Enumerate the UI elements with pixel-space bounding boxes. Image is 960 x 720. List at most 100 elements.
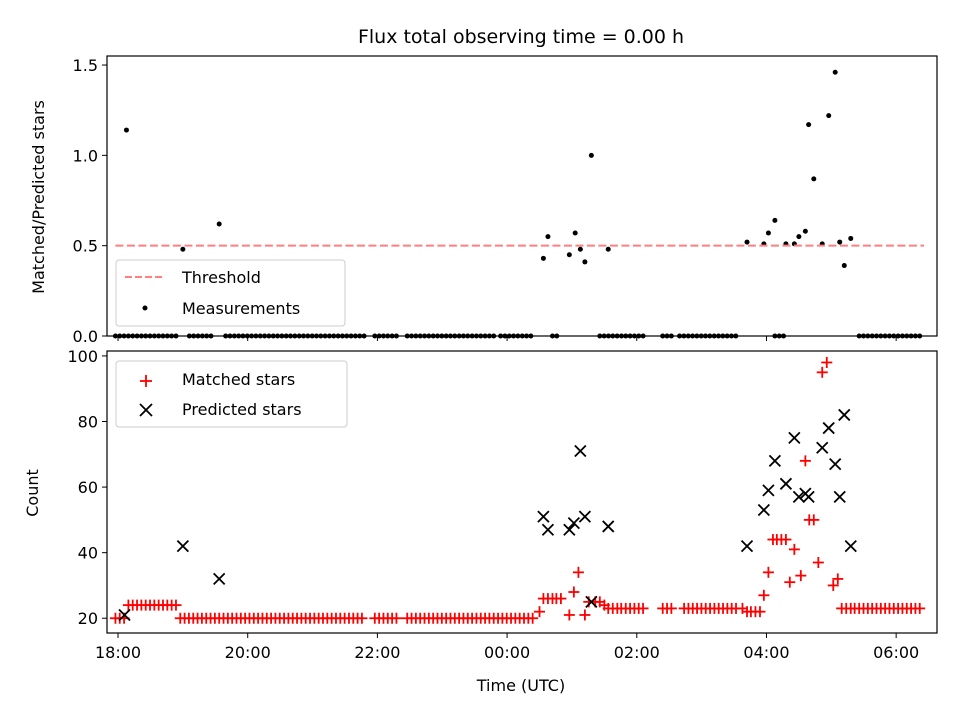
measurement-point bbox=[473, 333, 479, 339]
measurement-point bbox=[147, 333, 153, 339]
measurement-point bbox=[305, 333, 311, 339]
measurement-point bbox=[631, 333, 637, 339]
measurement-point bbox=[413, 333, 419, 339]
x-tick-label: 02:00 bbox=[614, 643, 660, 662]
measurement-point bbox=[430, 333, 436, 339]
measurement-point bbox=[491, 333, 497, 339]
predicted-star-point bbox=[567, 517, 581, 530]
predicted-star-point bbox=[838, 408, 851, 422]
x-tick-label: 00:00 bbox=[484, 643, 530, 662]
measurement-point bbox=[227, 333, 233, 339]
measurement-point bbox=[506, 333, 512, 339]
predicted-star-point bbox=[541, 523, 555, 536]
measurement-point bbox=[582, 259, 588, 265]
measurement-point bbox=[873, 333, 879, 339]
measurement-point bbox=[856, 333, 862, 339]
measurement-point bbox=[524, 333, 530, 339]
measurement-point bbox=[566, 252, 572, 258]
measurement-point bbox=[335, 333, 341, 339]
measurement-point bbox=[660, 333, 666, 339]
measurement-point bbox=[486, 333, 492, 339]
legend-threshold-label: Threshold bbox=[181, 268, 261, 287]
matched-star-point bbox=[527, 612, 539, 624]
matched-star-point bbox=[665, 602, 677, 614]
bottom-axes-frame bbox=[106, 350, 938, 634]
measurement-point bbox=[385, 333, 391, 339]
top-measurement-points bbox=[112, 69, 923, 339]
measurement-point bbox=[781, 333, 787, 339]
measurement-point bbox=[772, 217, 778, 223]
measurement-point bbox=[841, 263, 847, 269]
measurement-point bbox=[707, 333, 713, 339]
matched-star-point bbox=[762, 566, 774, 578]
measurement-point bbox=[173, 333, 179, 339]
measurement-point bbox=[832, 69, 838, 75]
measurement-point bbox=[117, 333, 123, 339]
predicted-star-point bbox=[537, 510, 550, 523]
x-tick-label: 06:00 bbox=[873, 643, 919, 662]
measurement-point bbox=[690, 333, 696, 339]
measurement-point bbox=[882, 333, 888, 339]
measurement-point bbox=[112, 333, 118, 339]
predicted-star-point bbox=[844, 539, 857, 553]
top-legend: Threshold Measurements bbox=[115, 259, 346, 327]
measurement-point bbox=[426, 333, 432, 339]
measurement-point bbox=[409, 333, 415, 339]
matched-star-point bbox=[784, 576, 796, 588]
measurement-point bbox=[886, 333, 892, 339]
measurement-point bbox=[134, 333, 140, 339]
measurement-point bbox=[389, 333, 395, 339]
measurement-point bbox=[796, 234, 802, 240]
measurement-point bbox=[482, 333, 488, 339]
measurement-point bbox=[614, 333, 620, 339]
measurement-point bbox=[895, 333, 901, 339]
measurement-point bbox=[275, 333, 281, 339]
measurement-point bbox=[724, 333, 730, 339]
predicted-star-point bbox=[792, 490, 806, 504]
measurement-point bbox=[191, 333, 197, 339]
matched-star-point bbox=[827, 579, 839, 591]
measurement-point bbox=[352, 333, 358, 339]
measurement-point bbox=[266, 333, 272, 339]
measurement-point bbox=[728, 333, 734, 339]
measurement-point bbox=[236, 333, 242, 339]
top-y-tick-label: 0.0 bbox=[73, 327, 98, 346]
measurement-point bbox=[528, 333, 534, 339]
measurement-point bbox=[313, 333, 319, 339]
measurement-point bbox=[240, 333, 246, 339]
measurement-point bbox=[138, 333, 144, 339]
bottom-y-tick-label: 100 bbox=[67, 347, 98, 366]
measurement-point bbox=[681, 333, 687, 339]
predicted-star-point bbox=[833, 490, 846, 504]
bottom-legend-box bbox=[115, 360, 348, 428]
measurement-point bbox=[253, 333, 259, 339]
matched-star-point bbox=[390, 612, 402, 624]
measurement-point bbox=[125, 333, 131, 339]
bottom-y-tick-label: 20 bbox=[78, 609, 98, 628]
matched-star-point bbox=[812, 557, 824, 568]
matched-star-point bbox=[816, 366, 828, 378]
matched-star-point bbox=[758, 589, 770, 601]
matched-star-point bbox=[788, 543, 800, 555]
measurement-point bbox=[605, 246, 611, 252]
matched-star-point bbox=[795, 570, 807, 582]
matched-star-point bbox=[808, 514, 820, 526]
bottom-y-axis-label: Count bbox=[23, 469, 42, 517]
matched-star-point bbox=[637, 602, 649, 614]
measurement-point bbox=[339, 333, 345, 339]
measurement-point bbox=[296, 333, 302, 339]
x-tick-label: 22:00 bbox=[354, 643, 400, 662]
predicted-star-point bbox=[816, 441, 829, 454]
measurement-point bbox=[469, 333, 475, 339]
measurement-point bbox=[677, 333, 683, 339]
measurement-point bbox=[160, 333, 166, 339]
measurement-point bbox=[511, 333, 517, 339]
measurement-point bbox=[515, 333, 521, 339]
measurement-point bbox=[694, 333, 700, 339]
legend-measurements-label: Measurements bbox=[182, 299, 300, 318]
measurement-point bbox=[443, 333, 449, 339]
matched-star-point bbox=[170, 599, 182, 611]
measurement-point bbox=[627, 333, 633, 339]
measurement-point bbox=[456, 333, 462, 339]
measurement-point bbox=[447, 333, 453, 339]
